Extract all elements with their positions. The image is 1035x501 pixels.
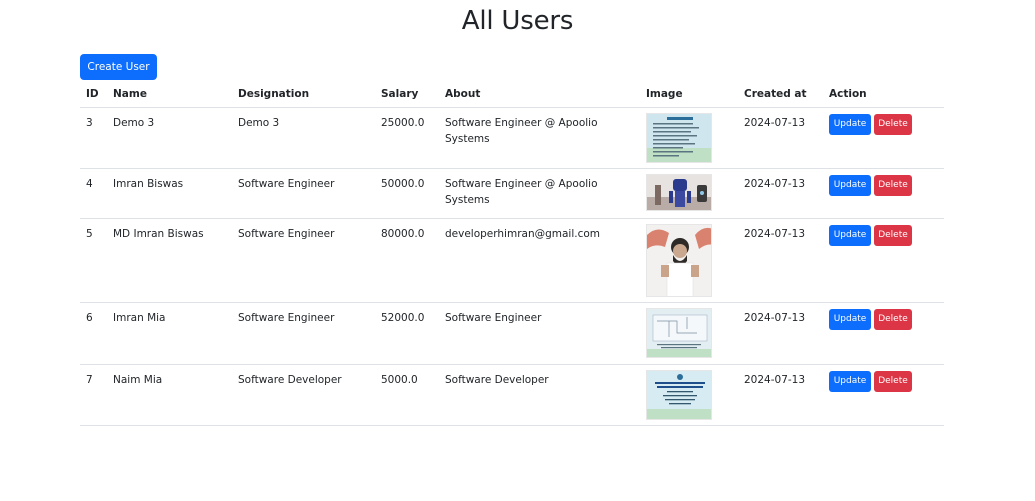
- cell-id: 6: [80, 302, 107, 365]
- header-about: About: [439, 81, 640, 108]
- cell-name: Imran Mia: [107, 302, 232, 365]
- user-image: [646, 112, 712, 163]
- cell-name: Imran Biswas: [107, 168, 232, 219]
- cell-created-at: 2024-07-13: [738, 364, 823, 426]
- cell-salary: 25000.0: [375, 107, 439, 169]
- cell-salary: 5000.0: [375, 364, 439, 426]
- update-button[interactable]: Update: [829, 113, 871, 135]
- create-user-button[interactable]: Create User: [80, 54, 157, 80]
- cell-image: [640, 302, 738, 365]
- cell-action: Update Delete: [823, 302, 944, 365]
- cell-created-at: 2024-07-13: [738, 302, 823, 365]
- user-image: [646, 369, 712, 420]
- table-header-row: ID Name Designation Salary About Image C…: [80, 81, 944, 108]
- cell-created-at: 2024-07-13: [738, 168, 823, 219]
- table-row: 5 MD Imran Biswas Software Engineer 8000…: [80, 218, 944, 303]
- delete-button[interactable]: Delete: [874, 308, 912, 330]
- delete-button[interactable]: Delete: [874, 113, 912, 135]
- cell-about: developerhimran@gmail.com: [439, 218, 640, 303]
- cell-designation: Software Engineer: [232, 302, 375, 365]
- cell-salary: 52000.0: [375, 302, 439, 365]
- cell-created-at: 2024-07-13: [738, 107, 823, 169]
- cell-created-at: 2024-07-13: [738, 218, 823, 303]
- cell-id: 7: [80, 364, 107, 426]
- cell-action: Update Delete: [823, 364, 944, 426]
- cell-designation: Software Engineer: [232, 218, 375, 303]
- table-row: 4 Imran Biswas Software Engineer 50000.0…: [80, 168, 944, 219]
- header-action: Action: [823, 81, 944, 108]
- header-name: Name: [107, 81, 232, 108]
- cell-name: Demo 3: [107, 107, 232, 169]
- cell-designation: Software Developer: [232, 364, 375, 426]
- cell-salary: 80000.0: [375, 218, 439, 303]
- cell-about: Software Engineer @ Apoolio Systems: [439, 107, 640, 169]
- page-title: All Users: [461, 6, 574, 36]
- cell-action: Update Delete: [823, 218, 944, 303]
- cell-action: Update Delete: [823, 107, 944, 169]
- delete-button[interactable]: Delete: [874, 224, 912, 246]
- cell-name: MD Imran Biswas: [107, 218, 232, 303]
- update-button[interactable]: Update: [829, 308, 871, 330]
- header-id: ID: [80, 81, 107, 108]
- cell-image: [640, 168, 738, 219]
- cell-about: Software Engineer: [439, 302, 640, 365]
- cell-about: Software Developer: [439, 364, 640, 426]
- header-created-at: Created at: [738, 81, 823, 108]
- cell-image: [640, 218, 738, 303]
- users-table: ID Name Designation Salary About Image C…: [80, 81, 944, 426]
- cell-salary: 50000.0: [375, 168, 439, 219]
- cell-id: 5: [80, 218, 107, 303]
- cell-name: Naim Mia: [107, 364, 232, 426]
- cell-designation: Demo 3: [232, 107, 375, 169]
- table-row: 3 Demo 3 Demo 3 25000.0 Software Enginee…: [80, 107, 944, 169]
- cell-designation: Software Engineer: [232, 168, 375, 219]
- cell-image: [640, 107, 738, 169]
- header-designation: Designation: [232, 81, 375, 108]
- user-image: [646, 173, 712, 211]
- header-salary: Salary: [375, 81, 439, 108]
- cell-image: [640, 364, 738, 426]
- cell-about: Software Engineer @ Apoolio Systems: [439, 168, 640, 219]
- delete-button[interactable]: Delete: [874, 370, 912, 392]
- update-button[interactable]: Update: [829, 370, 871, 392]
- table-row: 6 Imran Mia Software Engineer 52000.0 So…: [80, 302, 944, 365]
- user-image: [646, 223, 712, 297]
- cell-id: 4: [80, 168, 107, 219]
- delete-button[interactable]: Delete: [874, 174, 912, 196]
- cell-id: 3: [80, 107, 107, 169]
- update-button[interactable]: Update: [829, 174, 871, 196]
- update-button[interactable]: Update: [829, 224, 871, 246]
- table-row: 7 Naim Mia Software Developer 5000.0 Sof…: [80, 364, 944, 426]
- cell-action: Update Delete: [823, 168, 944, 219]
- header-image: Image: [640, 81, 738, 108]
- user-image: [646, 307, 712, 358]
